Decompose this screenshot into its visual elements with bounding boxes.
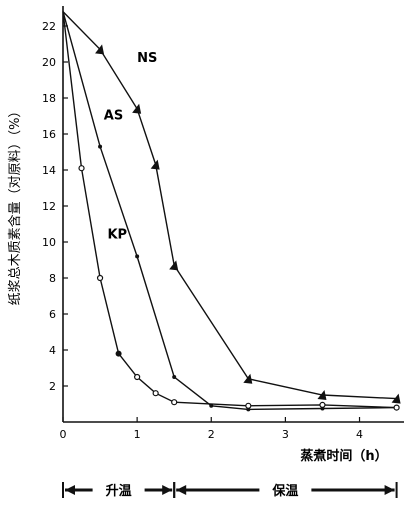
data-point [172, 375, 177, 379]
x-tick-label: 3 [282, 428, 289, 441]
series-line-ns [62, 11, 397, 400]
data-point [169, 260, 179, 271]
y-tick-label: 2 [49, 380, 56, 393]
data-point [135, 254, 140, 259]
x-tick-label: 0 [60, 428, 67, 441]
phase-arrow-head [176, 485, 187, 495]
data-point [171, 399, 178, 406]
labels: 纸浆总木质素含量（对原料）（%） 蒸煮时间（h） [7, 105, 388, 464]
y-tick-label: 4 [49, 344, 56, 357]
phase-0: 升温 [62, 482, 176, 499]
series-kp: KP [62, 11, 400, 411]
y-tick-label: 8 [49, 272, 56, 285]
data-point [319, 401, 326, 408]
phase-arrow-head [65, 485, 75, 495]
data-point [245, 402, 252, 409]
y-tick-label: 18 [42, 92, 56, 105]
data-point [132, 103, 142, 114]
data-point [317, 390, 327, 400]
data-point [96, 274, 104, 282]
series-line-as [62, 11, 397, 411]
series-layer: NS AS KP [62, 11, 401, 412]
phase-arrow-head [384, 485, 395, 495]
data-point [95, 44, 105, 55]
phase-arrow-head [162, 485, 173, 495]
y-tick-label: 12 [42, 200, 56, 213]
series-label-kp: KP [107, 227, 127, 242]
y-axis-label: 纸浆总木质素含量（对原料）（%） [7, 105, 23, 306]
series-ns: NS [62, 11, 401, 404]
y-tick-label: 16 [42, 128, 56, 141]
data-point [150, 159, 160, 170]
data-point [152, 390, 159, 397]
data-point [393, 404, 400, 411]
y-tick-label: 22 [42, 20, 56, 33]
data-point [209, 403, 214, 408]
y-tick-label: 14 [42, 164, 56, 177]
series-as: AS [62, 11, 399, 412]
phase-label: 保温 [271, 483, 298, 499]
series-line-kp [62, 11, 397, 409]
data-point [134, 373, 141, 381]
data-point [115, 350, 122, 357]
x-tick-label: 4 [356, 428, 363, 441]
axes [62, 6, 404, 423]
phase-1: 保温 [173, 482, 398, 499]
x-axis-label: 蒸煮时间（h） [300, 448, 387, 464]
data-point [78, 165, 85, 172]
series-label-ns: NS [137, 51, 157, 66]
y-tick-label: 10 [42, 236, 56, 249]
series-label-as: AS [104, 109, 123, 124]
data-point [243, 373, 253, 384]
data-point [98, 144, 103, 149]
phase-bar: 升温 保温 [62, 482, 398, 499]
data-point [391, 393, 401, 404]
x-tick-label: 2 [208, 428, 215, 441]
y-tick-label: 6 [49, 308, 56, 321]
y-tick-label: 20 [42, 56, 56, 69]
x-tick-label: 1 [134, 428, 141, 441]
phase-label: 升温 [106, 483, 132, 499]
